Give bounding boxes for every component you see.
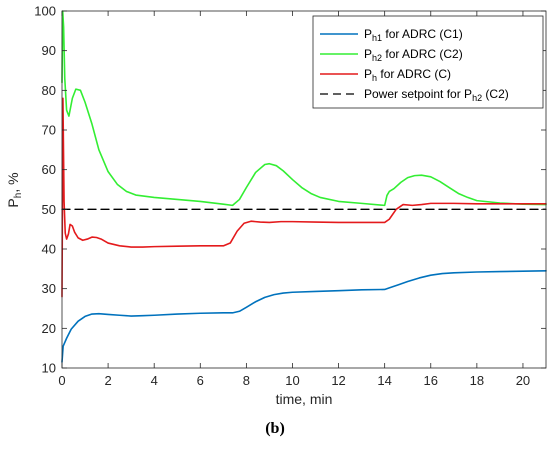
x-tick-label: 20 — [516, 373, 530, 388]
x-tick-label: 18 — [470, 373, 484, 388]
legend-label-1: Ph1 for ADRC (C1) — [364, 27, 463, 43]
y-tick-label: 100 — [34, 4, 56, 19]
panel-label: (b) — [0, 420, 550, 438]
ticks-layer: 0 2 4 6 8 10 12 14 16 18 20 10 20 30 40 50 60 70 80 90 100 — [34, 4, 546, 388]
y-tick-label: 30 — [42, 281, 56, 296]
legend-box — [312, 15, 544, 109]
x-axis-label: time, min — [276, 391, 333, 407]
legend-label-2: Ph2 for ADRC (C2) — [364, 47, 463, 63]
x-tick-label: 8 — [243, 373, 250, 388]
y-tick-label: 60 — [42, 162, 56, 177]
series-layer — [61, 10, 547, 363]
y-tick-label: 80 — [42, 83, 56, 98]
legend-label-3: Ph for ADRC (C) — [364, 67, 451, 83]
y-tick-label: 70 — [42, 123, 56, 138]
x-tick-label: 4 — [151, 373, 158, 388]
series-line-3 — [61, 97, 547, 298]
x-tick-label: 0 — [58, 373, 65, 388]
legend-label-4: Power setpoint for Ph2 (C2) — [364, 87, 509, 103]
y-axis-label: Ph, % — [5, 172, 24, 207]
x-tick-label: 6 — [197, 373, 204, 388]
x-tick-label: 14 — [377, 373, 391, 388]
y-axis-label-sub: h — [13, 193, 24, 199]
y-tick-label: 40 — [42, 242, 56, 257]
y-tick-label: 50 — [42, 202, 56, 217]
legend: Ph1 for ADRC (C1) Ph2 for ADRC (C2) Ph for… — [312, 15, 544, 109]
series-line-1 — [61, 270, 547, 363]
panel-label-text: (b) — [265, 420, 285, 437]
x-tick-label: 12 — [331, 373, 345, 388]
series-line-2 — [61, 10, 547, 207]
y-tick-label: 90 — [42, 43, 56, 58]
axes-layer — [61, 10, 547, 369]
x-tick-label: 16 — [424, 373, 438, 388]
y-axis-label-base: P — [5, 198, 21, 207]
x-tick-label: 10 — [285, 373, 299, 388]
axes-box — [61, 10, 547, 369]
x-tick-label: 2 — [104, 373, 111, 388]
chart: 0 2 4 6 8 10 12 14 16 18 20 10 20 30 40 50 60 70 80 90 100 t… — [5, 4, 547, 407]
y-tick-label: 10 — [42, 361, 56, 376]
y-tick-label: 20 — [42, 321, 56, 336]
y-axis-label-suffix: , % — [5, 172, 21, 192]
